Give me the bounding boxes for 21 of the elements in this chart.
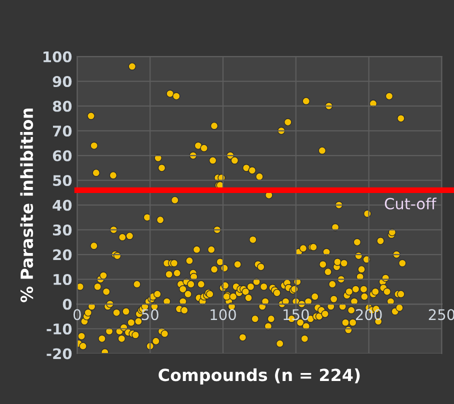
y-tick-label: 60 [52,150,72,162]
y-tick-label: 50 [53,175,72,186]
y-tick-label: -20 [46,348,72,360]
y-tick-label: 20 [53,249,72,260]
y-tick-label: -10 [46,323,72,335]
ref-line-label: Cut-off [384,198,437,210]
y-tick-label: 100 [44,51,72,62]
x-tick-label: 200 [356,309,382,320]
x-tick-label: 50 [142,309,158,320]
y-tick-label: 40 [52,200,72,211]
x-tick-label: 150 [284,309,309,320]
x-tick-label: 0 [74,309,81,320]
x-tick-label: 100 [210,309,236,320]
x-axis-title: Compounds (n = 224) [158,368,360,384]
y-tick-label: 0 [62,298,72,310]
y-tick-label: 90 [52,76,72,88]
y-axis-title: % Parasite inhibition [20,108,34,302]
y-tick-label: 30 [53,224,72,236]
y-tick-label: 80 [52,100,72,112]
y-tick-label: 10 [54,274,72,286]
y-tick-label: 70 [53,126,72,137]
